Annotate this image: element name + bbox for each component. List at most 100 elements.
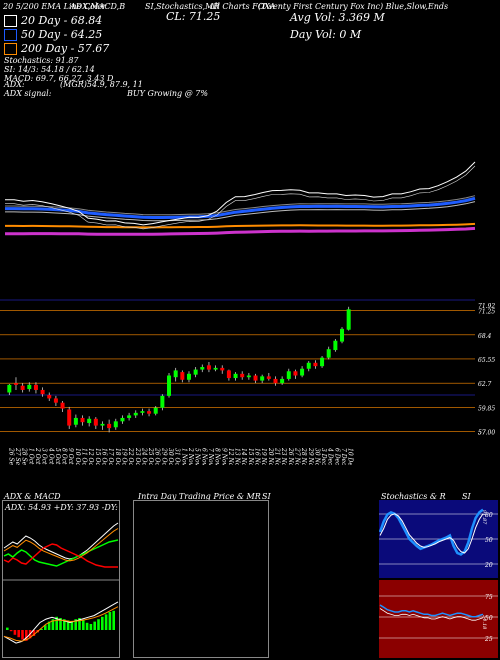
candle-body <box>107 423 112 429</box>
candle-body <box>147 411 152 414</box>
date-tick-label: 8 Oct <box>61 448 68 465</box>
ema-50-line <box>5 196 476 219</box>
stoch-panel-title: Stochastics & R <box>381 492 446 501</box>
adx-orange-line <box>3 528 119 562</box>
macd-bar <box>78 618 81 630</box>
date-tick-label: 16 Oct <box>100 448 107 465</box>
date-tick-label: 14 Nov <box>240 448 247 465</box>
macd-bar <box>40 628 43 630</box>
stoch-k-line <box>379 508 484 556</box>
candle-body <box>93 418 98 426</box>
date-tick-label: 6 Nov <box>200 448 207 465</box>
date-tick-label: 4 Oct <box>47 447 54 465</box>
macd-bar <box>89 624 93 630</box>
macd-lines <box>3 601 119 644</box>
date-tick-label: 21 Nov <box>273 447 280 465</box>
stoch-level-label: 80 <box>485 512 493 519</box>
ema-20-line <box>5 161 476 226</box>
candle-body <box>306 362 311 369</box>
candle-body <box>87 418 92 424</box>
date-tick-label: 10 Oct <box>74 448 81 465</box>
mr-level-label: 25 <box>484 636 493 643</box>
candle-body <box>140 411 145 413</box>
adx-minus-di-line <box>3 543 118 568</box>
macd-bar <box>55 616 58 630</box>
candle-body <box>33 384 38 390</box>
candle-body <box>80 417 85 423</box>
candle-body <box>286 371 291 379</box>
date-axis: 26 Sep 27 Sep 28 Sep 1 Oct 2 Oct 3 Oct 4 Oct 5 … <box>7 447 353 465</box>
candle-body <box>133 412 138 416</box>
mr-value-label: 54.18 <box>481 615 487 629</box>
mr-signal-line <box>379 608 484 621</box>
date-tick-label: 26 Nov <box>287 447 294 465</box>
adx-panel-title: ADX & MACD <box>4 492 61 501</box>
macd-bar <box>82 620 85 630</box>
price-tick-label: 59.85 <box>478 405 495 412</box>
candle-body <box>13 383 18 385</box>
macd-stat: MACD: 69.7, 66.27, 3.43 D <box>4 74 114 83</box>
candle-body <box>320 357 325 367</box>
candle-body <box>280 378 285 384</box>
adx-value-line: ADX: 54.93 +DY: 37.93 -DY: 11.03 <box>4 503 120 512</box>
ema-magenta-line <box>4 226 476 236</box>
si-stat: SI: 14/3: 54.18 / 62.14 <box>4 65 95 74</box>
intraday-panel-border <box>133 500 269 658</box>
candle-body <box>213 367 218 370</box>
close-price: CL: 71.25 <box>166 10 221 23</box>
adx-plus-di-line <box>3 539 119 567</box>
candle-body <box>260 376 265 381</box>
candle-body <box>340 328 345 342</box>
candle-body <box>293 371 298 376</box>
stoch-level-label: 50 <box>485 537 493 544</box>
price-tick-label: 71.92 <box>478 303 495 310</box>
intra-panel-title: Intra Day Trading Price & MR <box>138 492 261 501</box>
macd-bar <box>47 621 51 630</box>
candle-body <box>300 368 305 376</box>
intraday-panel <box>133 500 269 658</box>
mr-line <box>379 604 484 618</box>
price-tick-label: 68.4 <box>478 333 492 340</box>
candle-body <box>160 395 165 408</box>
header-mid1: ADX,MACD,B <box>70 2 126 11</box>
adx-macd-panel: ADX: 54.93 +DY: 37.93 -DY: 11.03 <box>2 500 120 658</box>
adx-label: ADX: <box>4 80 25 89</box>
date-tick-label: 12 Nov <box>227 448 234 465</box>
candle-body <box>246 375 251 378</box>
macd-bar <box>17 630 20 638</box>
adx-value: (MGR)54.9, 87.9, 11 <box>60 80 143 89</box>
adx-main-line <box>3 522 119 560</box>
header-right: (Twenty First Century Fox Inc) Blue,Slow… <box>258 2 449 11</box>
macd-bar <box>104 614 108 630</box>
adx-panel-border <box>2 500 120 658</box>
price-tick-label: 65.55 <box>478 357 495 364</box>
date-tick-label: 10 Dec <box>347 448 354 465</box>
date-tick-label: 20 Nov <box>267 447 274 465</box>
date-tick-label: 29 Oct <box>160 447 167 465</box>
candle-body <box>220 367 225 371</box>
day-volume: Day Vol: 0 M <box>290 28 362 41</box>
candle-body <box>266 376 271 379</box>
candle-body <box>240 373 245 378</box>
date-tick-label: 13 Nov <box>234 448 241 465</box>
date-tick-label: 19 Oct <box>120 448 127 465</box>
stoch-lines: 91.87 <box>379 508 487 556</box>
macd-bar <box>44 625 47 630</box>
header-left: 20 5/200 EMA Line Color <box>3 2 107 11</box>
date-tick-label: 11 Oct <box>81 448 88 465</box>
date-tick-label: 15 Oct <box>94 448 101 465</box>
avg-volume: Avg Vol: 3.369 M <box>290 11 385 24</box>
macd-bar <box>32 630 36 636</box>
date-tick-label: 22 Oct <box>127 447 134 465</box>
stoch-value-label: 91.87 <box>481 510 487 525</box>
macd-bar <box>9 630 13 632</box>
adx-signal: BUY Growing @ 7% <box>127 89 208 98</box>
date-tick-label: 5 Oct <box>54 448 61 465</box>
macd-bar <box>66 620 70 630</box>
legend-50day-swatch <box>4 29 17 41</box>
date-tick-label: 9 Nov <box>220 448 227 465</box>
candle-body <box>186 373 191 380</box>
date-tick-label: 27 Sep <box>14 447 21 465</box>
legend-20day: 20 Day - 68.84 <box>4 14 102 27</box>
